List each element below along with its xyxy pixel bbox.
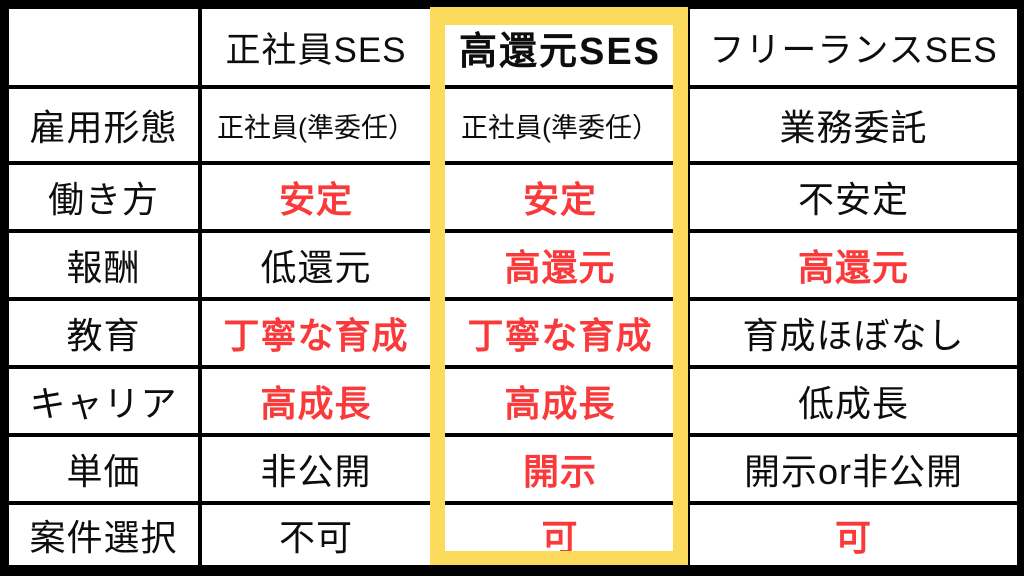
cell-unit-price-high-return-ses: 開示 bbox=[430, 433, 690, 505]
row-unit-price: 単価 非公開 開示 開示or非公開 bbox=[5, 433, 1017, 505]
cell-employment-type-freelance-ses: 業務委託 bbox=[686, 85, 1017, 165]
cell-unit-price-freelance-ses: 開示or非公開 bbox=[686, 433, 1017, 505]
row-compensation: 報酬 低還元 高還元 高還元 bbox=[5, 229, 1017, 301]
row-employment-type: 雇用形態 正社員(準委任） 正社員(準委任） 業務委託 bbox=[5, 85, 1017, 165]
cell-career-high-return-ses: 高成長 bbox=[430, 365, 690, 437]
corner-cell bbox=[5, 5, 202, 89]
row-label-career: キャリア bbox=[5, 365, 202, 437]
row-label-education: 教育 bbox=[5, 297, 202, 369]
column-header-regular-ses: 正社員SES bbox=[198, 5, 434, 89]
cell-compensation-freelance-ses: 高還元 bbox=[686, 229, 1017, 301]
cell-project-selection-high-return-ses: 可 bbox=[430, 501, 690, 565]
row-label-project-selection: 案件選択 bbox=[5, 501, 202, 565]
row-career: キャリア 高成長 高成長 低成長 bbox=[5, 365, 1017, 437]
cell-work-style-regular-ses: 安定 bbox=[198, 161, 434, 233]
cell-project-selection-freelance-ses: 可 bbox=[686, 501, 1017, 565]
cell-compensation-high-return-ses: 高還元 bbox=[430, 229, 690, 301]
column-header-freelance-ses: フリーランスSES bbox=[686, 5, 1017, 89]
row-label-work-style: 働き方 bbox=[5, 161, 202, 233]
cell-education-regular-ses: 丁寧な育成 bbox=[198, 297, 434, 369]
cell-work-style-freelance-ses: 不安定 bbox=[686, 161, 1017, 233]
cell-compensation-regular-ses: 低還元 bbox=[198, 229, 434, 301]
row-label-unit-price: 単価 bbox=[5, 433, 202, 505]
cell-work-style-high-return-ses: 安定 bbox=[430, 161, 690, 233]
row-education: 教育 丁寧な育成 丁寧な育成 育成ほぼなし bbox=[5, 297, 1017, 369]
comparison-grid: 正社員SES 高還元SES フリーランスSES 雇用形態 正社員(準委任） 正社… bbox=[5, 5, 1017, 565]
cell-project-selection-regular-ses: 不可 bbox=[198, 501, 434, 565]
header-row: 正社員SES 高還元SES フリーランスSES bbox=[5, 5, 1017, 89]
row-label-employment-type: 雇用形態 bbox=[5, 85, 202, 165]
cell-education-high-return-ses: 丁寧な育成 bbox=[430, 297, 690, 369]
cell-employment-type-regular-ses: 正社員(準委任） bbox=[198, 85, 434, 165]
column-header-high-return-ses: 高還元SES bbox=[430, 5, 690, 89]
row-label-compensation: 報酬 bbox=[5, 229, 202, 301]
row-work-style: 働き方 安定 安定 不安定 bbox=[5, 161, 1017, 233]
cell-unit-price-regular-ses: 非公開 bbox=[198, 433, 434, 505]
row-project-selection: 案件選択 不可 可 可 bbox=[5, 501, 1017, 565]
cell-career-regular-ses: 高成長 bbox=[198, 365, 434, 437]
cell-career-freelance-ses: 低成長 bbox=[686, 365, 1017, 437]
cell-education-freelance-ses: 育成ほぼなし bbox=[686, 297, 1017, 369]
cell-employment-type-high-return-ses: 正社員(準委任） bbox=[430, 85, 690, 165]
